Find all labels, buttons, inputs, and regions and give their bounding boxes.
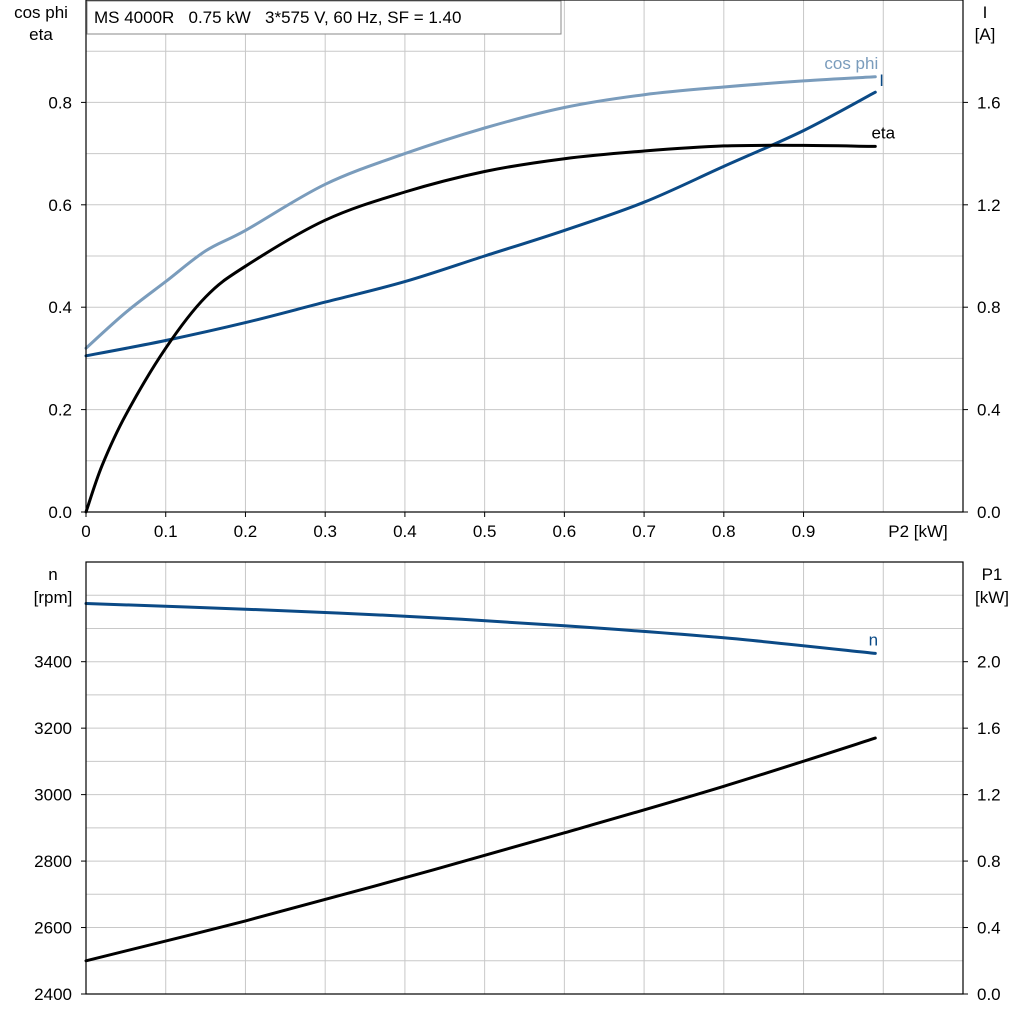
top-plot-frame — [85, 0, 964, 513]
x-tick-label: 0.9 — [792, 522, 816, 541]
bottom-left-y-tick-label: 3000 — [34, 786, 72, 805]
bottom-right-y-tick-label: 1.6 — [977, 719, 1001, 738]
efficiency-curve-label: eta — [871, 123, 895, 142]
bottom-right-y-tick-label: 1.2 — [977, 786, 1001, 805]
right-y-tick-label: 0.4 — [977, 401, 1001, 420]
bottom-right-axis-label-2: [kW] — [975, 588, 1009, 607]
top-right-axis-label-2: [A] — [975, 25, 996, 44]
top-chart-ticks: 0 0.1 0.2 0.3 0.4 0.5 0.6 0.7 0.8 0.9 0.0 0.2 0.4 0.6… — [48, 93, 1000, 541]
bottom-right-y-tick-label: 0.0 — [977, 985, 1001, 1004]
top-left-axis-label-2: eta — [29, 25, 53, 44]
right-y-tick-label: 0.8 — [977, 298, 1001, 317]
x-axis-label: P2 [kW] — [888, 522, 948, 541]
bottom-left-y-tick-label: 2600 — [34, 919, 72, 938]
speed-curve — [84, 602, 877, 655]
bottom-right-y-tick-label: 0.8 — [977, 852, 1001, 871]
left-y-tick-label: 0.8 — [48, 93, 72, 112]
x-tick-label: 0.3 — [313, 522, 337, 541]
bottom-plot-frame — [85, 561, 964, 995]
right-y-tick-label: 0.0 — [977, 503, 1001, 522]
x-tick-label: 0.7 — [632, 522, 656, 541]
chart-title: MS 4000R 0.75 kW 3*575 V, 60 Hz, SF = 1.… — [94, 8, 461, 27]
chart-title-box — [86, 0, 562, 35]
right-y-tick-label: 1.6 — [977, 93, 1001, 112]
bottom-left-y-tick-label: 3200 — [34, 719, 72, 738]
x-tick-label: 0 — [81, 522, 90, 541]
x-tick-label: 0.6 — [553, 522, 577, 541]
x-tick-label: 0.1 — [154, 522, 178, 541]
x-tick-label: 0.2 — [234, 522, 258, 541]
left-y-tick-label: 0.6 — [48, 196, 72, 215]
efficiency-curve — [84, 143, 877, 514]
top-chart-grid — [86, 0, 963, 512]
left-y-tick-label: 0.2 — [48, 401, 72, 420]
right-y-tick-label: 1.2 — [977, 196, 1001, 215]
speed-curve-label: n — [869, 630, 878, 649]
top-right-axis-label-1: I — [983, 3, 988, 22]
bottom-left-y-tick-label: 2800 — [34, 852, 72, 871]
bottom-chart-curves: n — [84, 602, 878, 963]
bottom-chart-ticks: 2400 2600 2800 3000 3200 3400 0.0 0.4 0.8 1.2 1.6 2… — [34, 653, 1000, 1004]
bottom-left-y-tick-label: 3400 — [34, 653, 72, 672]
x-tick-label: 0.5 — [473, 522, 497, 541]
cosphi-curve-label: cos phi — [824, 54, 878, 73]
input-power-curve — [84, 736, 877, 963]
bottom-left-axis-label-2: [rpm] — [34, 588, 73, 607]
current-curve-label: I — [879, 71, 884, 90]
bottom-chart-grid — [86, 562, 963, 994]
bottom-right-y-tick-label: 0.4 — [977, 919, 1001, 938]
bottom-right-y-tick-label: 2.0 — [977, 653, 1001, 672]
current-curve — [84, 90, 877, 358]
x-tick-label: 0.4 — [393, 522, 417, 541]
bottom-left-axis-label-1: n — [48, 565, 57, 584]
left-y-tick-label: 0.4 — [48, 298, 72, 317]
top-left-axis-label-1: cos phi — [14, 3, 68, 22]
bottom-right-axis-label-1: P1 — [982, 565, 1003, 584]
left-y-tick-label: 0.0 — [48, 503, 72, 522]
x-tick-label: 0.8 — [712, 522, 736, 541]
bottom-left-y-tick-label: 2400 — [34, 985, 72, 1004]
cosphi-curve — [84, 75, 877, 350]
